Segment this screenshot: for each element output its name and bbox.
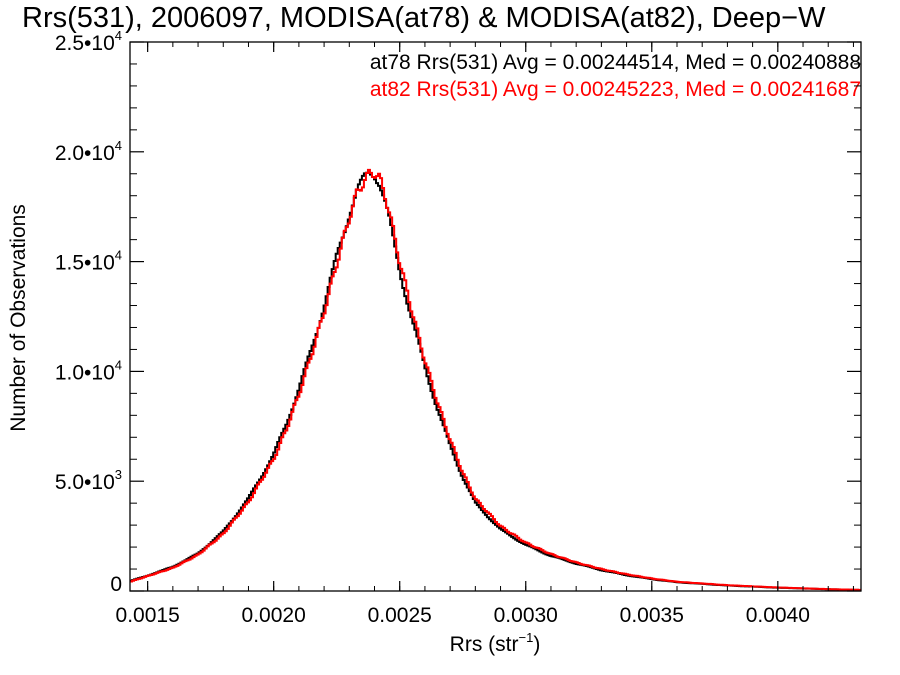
chart-title: Rrs(531), 2006097, MODISA(at78) & MODISA… <box>22 2 826 34</box>
series-at78-line <box>130 171 861 592</box>
annotations: at78 Rrs(531) Avg = 0.00244514, Med = 0.… <box>370 51 861 101</box>
x-tick-label: 0.0020 <box>242 604 306 627</box>
y-tick-label: 5.0•103 <box>55 467 122 494</box>
x-tick-label: 0.0040 <box>746 604 810 627</box>
series-layer <box>130 168 861 592</box>
x-axis-label-sup: −1 <box>519 630 534 645</box>
y-tick-label: 1.5•104 <box>55 248 122 275</box>
x-tick-label: 0.0035 <box>620 604 684 627</box>
x-axis-label: Rrs (str−1) <box>450 630 541 656</box>
y-axis-ticks: 0 5.0•103 1.0•104 1.5•104 2.0•104 2.5•104 <box>55 28 861 596</box>
x-axis-label-close: ) <box>533 633 540 656</box>
y-tick-label: 1.0•104 <box>55 357 122 384</box>
annotation-at78: at78 Rrs(531) Avg = 0.00244514, Med = 0.… <box>370 51 861 74</box>
x-tick-label: 0.0015 <box>116 604 180 627</box>
y-tick-label: 2.5•104 <box>55 28 122 55</box>
y-tick-label: 0 <box>110 573 122 596</box>
y-axis-label: Number of Observations <box>7 204 30 432</box>
plot-frame <box>129 41 862 592</box>
x-axis-label-main: Rrs (str <box>450 633 519 656</box>
x-tick-label: 0.0025 <box>368 604 432 627</box>
series-at82-line <box>130 168 861 591</box>
annotation-at82: at82 Rrs(531) Avg = 0.00245223, Med = 0.… <box>370 78 861 101</box>
x-tick-label: 0.0030 <box>494 604 558 627</box>
x-axis-ticks: 0.0015 0.0020 0.0025 0.0030 0.0035 0.0040 <box>116 42 854 627</box>
y-tick-label: 2.0•104 <box>55 138 122 165</box>
